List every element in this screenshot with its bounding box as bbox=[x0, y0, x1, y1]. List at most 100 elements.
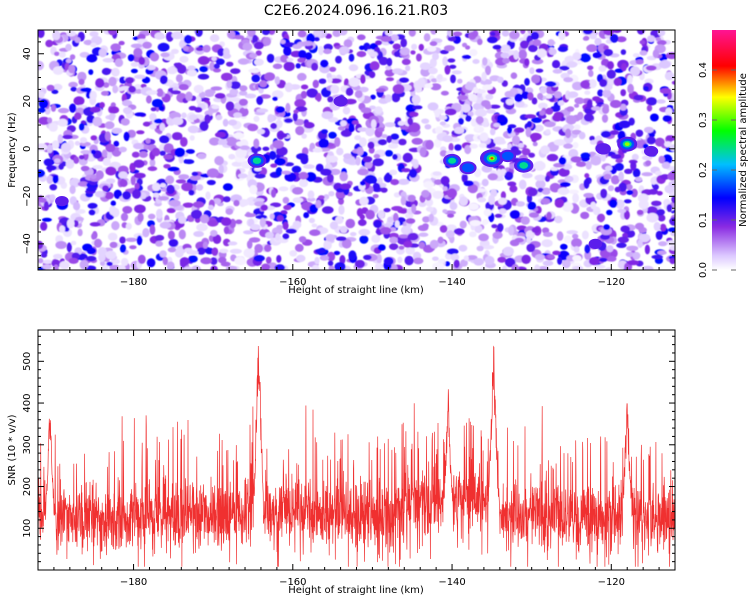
heatmap-cell bbox=[111, 207, 120, 218]
heatmap-cell bbox=[80, 150, 91, 155]
heatmap-cell bbox=[167, 66, 178, 75]
heatmap-cell bbox=[94, 190, 105, 198]
heatmap-cell bbox=[92, 116, 103, 127]
heatmap-cell bbox=[186, 69, 198, 77]
heatmap-cell bbox=[49, 194, 56, 201]
heatmap-cell bbox=[363, 254, 372, 261]
heatmap-cell bbox=[479, 132, 489, 142]
heatmap-cell bbox=[432, 190, 444, 199]
y-tick-label: −20 bbox=[22, 186, 33, 207]
heatmap-cell bbox=[448, 143, 454, 152]
heatmap-cell bbox=[255, 50, 262, 56]
heatmap-cell bbox=[478, 143, 487, 148]
heatmap-cell bbox=[497, 256, 507, 263]
heatmap-cell bbox=[527, 121, 532, 128]
heatmap-cell bbox=[421, 118, 430, 124]
heatmap-cell bbox=[560, 243, 568, 250]
heatmap-cell bbox=[612, 30, 622, 34]
heatmap-cell bbox=[440, 176, 450, 186]
heatmap-cell bbox=[246, 240, 253, 249]
heatmap-cell bbox=[40, 252, 48, 258]
heatmap-cell bbox=[65, 58, 72, 64]
heatmap-cell bbox=[662, 115, 672, 122]
heatmap-cell bbox=[461, 54, 472, 60]
heatmap-cell bbox=[365, 126, 375, 137]
heatmap-cell bbox=[497, 223, 504, 232]
y-tick-label: 20 bbox=[22, 95, 33, 108]
heatmap-cell bbox=[482, 84, 494, 91]
heatmap-cell bbox=[199, 66, 208, 73]
heatmap-cell bbox=[86, 255, 97, 262]
heatmap-cell bbox=[43, 200, 49, 211]
heatmap-cell bbox=[309, 229, 321, 236]
heatmap-cell bbox=[658, 155, 665, 164]
heatmap-cell bbox=[481, 71, 487, 82]
heatmap-cell bbox=[212, 68, 222, 73]
heatmap-cell bbox=[146, 258, 156, 268]
heatmap-hotspot bbox=[624, 142, 630, 147]
heatmap-cell bbox=[356, 51, 367, 58]
heatmap-cell bbox=[384, 122, 396, 128]
heatmap-cell bbox=[181, 182, 194, 192]
heatmap-cell bbox=[97, 247, 107, 257]
heatmap-cell bbox=[564, 175, 574, 183]
heatmap-cell bbox=[268, 30, 276, 35]
heatmap-cell bbox=[59, 225, 66, 233]
heatmap-cell bbox=[191, 209, 202, 219]
heatmap-cell bbox=[68, 81, 78, 88]
heatmap-cell bbox=[642, 265, 654, 270]
heatmap-cell bbox=[665, 135, 675, 142]
heatmap-cell bbox=[577, 111, 584, 120]
heatmap-cell bbox=[521, 254, 531, 264]
heatmap-cell bbox=[294, 99, 306, 108]
heatmap-cell bbox=[544, 175, 551, 182]
heatmap-cell bbox=[295, 63, 301, 69]
heatmap-cell bbox=[282, 221, 289, 230]
heatmap-cell bbox=[150, 107, 157, 112]
heatmap-cell bbox=[635, 59, 644, 65]
heatmap-cell bbox=[378, 56, 389, 66]
heatmap-cell bbox=[133, 47, 143, 58]
heatmap-cell bbox=[355, 156, 361, 166]
heatmap-cell bbox=[646, 136, 656, 145]
heatmap-cell bbox=[330, 78, 342, 84]
heatmap-cell bbox=[507, 126, 513, 134]
heatmap-cell bbox=[670, 231, 675, 237]
heatmap-cell bbox=[49, 184, 58, 191]
heatmap-cell bbox=[223, 47, 230, 58]
heatmap-cell bbox=[562, 163, 573, 170]
heatmap-cell bbox=[130, 175, 136, 186]
heatmap-cell bbox=[329, 66, 337, 72]
heatmap-cell bbox=[534, 264, 541, 270]
heatmap-cell bbox=[403, 241, 413, 248]
heatmap-cells bbox=[38, 30, 675, 270]
heatmap-cell bbox=[417, 77, 426, 88]
heatmap-cell bbox=[430, 83, 442, 91]
heatmap-cell bbox=[122, 191, 131, 200]
heatmap-panel: −180 −160 −140 −120 −40 −20 0 20 40 Height of s… bbox=[7, 29, 676, 296]
heatmap-cell bbox=[409, 111, 419, 118]
heatmap-cell bbox=[440, 90, 449, 96]
snr-y-axis-label: SNR (10 * v/v) bbox=[7, 414, 18, 485]
heatmap-cell bbox=[46, 144, 54, 154]
heatmap-cell bbox=[585, 161, 592, 170]
heatmap-cell bbox=[618, 171, 624, 182]
heatmap-cell bbox=[580, 80, 590, 89]
heatmap-cell bbox=[572, 141, 579, 149]
heatmap-cell bbox=[442, 209, 448, 214]
heatmap-cell bbox=[583, 113, 594, 122]
heatmap-cell bbox=[174, 248, 184, 258]
heatmap-cell bbox=[572, 254, 582, 262]
heatmap-cell bbox=[614, 68, 624, 73]
heatmap-cell bbox=[627, 74, 633, 85]
heatmap-cell bbox=[59, 51, 66, 58]
heatmap-cell bbox=[267, 114, 274, 123]
heatmap-cell bbox=[52, 66, 64, 75]
heatmap-cell bbox=[602, 89, 612, 98]
colorbar-tick-label: 0.2 bbox=[698, 162, 709, 178]
heatmap-cell bbox=[309, 204, 319, 213]
heatmap-cell bbox=[513, 50, 519, 60]
heatmap-cell bbox=[371, 234, 381, 243]
heatmap-cell bbox=[326, 173, 334, 183]
heatmap-cell bbox=[38, 258, 44, 264]
